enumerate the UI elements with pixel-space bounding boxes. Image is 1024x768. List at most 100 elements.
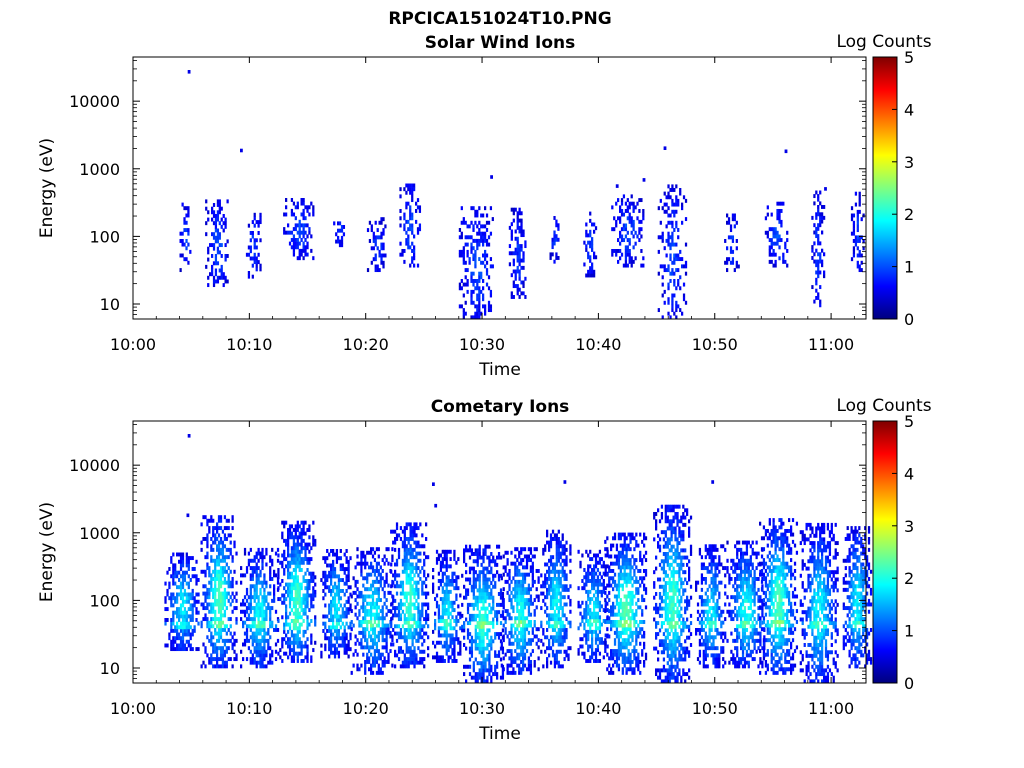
- heatmap-cell: [557, 529, 560, 534]
- heatmap-cell: [179, 628, 183, 633]
- heatmap-cell: [292, 597, 296, 602]
- heatmap-cell: [395, 606, 399, 611]
- heatmap-cell: [673, 260, 676, 265]
- heatmap-cell: [187, 70, 191, 74]
- heatmap-cell: [206, 533, 209, 538]
- heatmap-cell: [482, 293, 485, 298]
- heatmap-cell: [427, 635, 430, 640]
- heatmap-cell: [512, 280, 515, 285]
- heatmap-cell: [458, 304, 462, 309]
- heatmap-cell: [559, 606, 562, 611]
- heatmap-cell: [561, 566, 564, 571]
- heatmap-cell: [397, 624, 401, 629]
- heatmap-cell: [287, 571, 290, 576]
- heatmap-cell: [553, 587, 557, 592]
- heatmap-cell: [302, 629, 305, 634]
- heatmap-cell: [478, 220, 481, 225]
- heatmap-cell: [164, 596, 167, 601]
- heatmap-cell: [563, 577, 566, 581]
- heatmap-cell: [472, 224, 475, 229]
- heatmap-cell: [611, 205, 614, 210]
- heatmap-cell: [296, 520, 299, 525]
- heatmap-cell: [520, 265, 523, 270]
- heatmap-cell: [729, 228, 733, 233]
- heatmap-cell: [622, 194, 626, 199]
- heatmap-cell: [362, 554, 365, 559]
- heatmap-cell: [514, 554, 517, 559]
- heatmap-cell: [332, 574, 335, 579]
- heatmap-cell: [306, 597, 309, 602]
- heatmap-cell: [684, 271, 688, 276]
- heatmap-cell: [663, 209, 666, 214]
- heatmap-cell: [170, 592, 173, 597]
- heatmap-cell: [185, 632, 188, 637]
- heatmap-cell: [563, 587, 566, 592]
- heatmap-cell: [183, 599, 187, 604]
- heatmap-cell: [512, 295, 515, 299]
- heatmap-cell: [172, 628, 175, 633]
- heatmap-cell: [413, 256, 416, 261]
- heatmap-cell: [557, 620, 560, 625]
- heatmap-cell: [484, 206, 487, 211]
- heatmap-cell: [324, 625, 327, 630]
- heatmap-cell: [287, 230, 290, 235]
- heatmap-cell: [449, 582, 452, 587]
- heatmap-cell: [557, 555, 560, 560]
- heatmap-cell: [557, 540, 560, 545]
- heatmap-cell: [482, 675, 485, 680]
- heatmap-cell: [314, 575, 317, 580]
- heatmap-cell: [484, 573, 487, 578]
- heatmap-cell: [518, 609, 521, 614]
- heatmap-cell: [253, 260, 256, 265]
- heatmap-cell: [409, 609, 412, 614]
- heatmap-cell: [294, 564, 297, 569]
- heatmap-cell: [206, 544, 209, 549]
- heatmap-cell: [371, 594, 375, 599]
- heatmap-cell: [523, 663, 527, 668]
- heatmap-cell: [216, 598, 219, 603]
- heatmap-cell: [470, 275, 473, 280]
- heatmap-cell: [451, 637, 454, 642]
- heatmap-cell: [415, 606, 418, 611]
- heatmap-cell: [472, 639, 475, 644]
- heatmap-cell: [285, 597, 288, 602]
- heatmap-cell: [298, 524, 301, 529]
- heatmap-cell: [445, 597, 448, 602]
- heatmap-cell: [235, 620, 238, 625]
- heatmap-cell: [524, 240, 527, 245]
- heatmap-cell: [218, 199, 221, 204]
- heatmap-cell: [657, 249, 660, 254]
- heatmap-cell: [453, 549, 456, 554]
- heatmap-cell: [298, 560, 301, 565]
- heatmap-cell: [223, 609, 227, 614]
- heatmap-cell: [628, 256, 631, 261]
- heatmap-cell: [443, 597, 446, 602]
- heatmap-cell: [533, 554, 536, 559]
- heatmap-cell: [549, 558, 553, 563]
- heatmap-cell: [333, 614, 337, 619]
- heatmap-cell: [443, 589, 446, 594]
- heatmap-cell: [341, 614, 344, 619]
- heatmap-cell: [551, 529, 555, 534]
- heatmap-cell: [484, 257, 487, 262]
- heatmap-cell: [449, 589, 452, 594]
- heatmap-cell: [480, 643, 483, 647]
- heatmap-cell: [468, 657, 472, 662]
- heatmap-cell: [249, 649, 252, 654]
- heatmap-cell: [856, 220, 859, 225]
- heatmap-cell: [681, 202, 684, 207]
- heatmap-cell: [214, 261, 218, 266]
- heatmap-cell: [210, 653, 213, 658]
- heatmap-cell: [478, 304, 481, 309]
- heatmap-cell: [415, 544, 418, 549]
- heatmap-cell: [304, 604, 307, 609]
- heatmap-cell: [296, 629, 299, 634]
- heatmap-cell: [417, 617, 420, 622]
- heatmap-cell: [399, 187, 402, 192]
- heatmap-cell: [405, 664, 408, 669]
- heatmap-cell: [273, 569, 276, 574]
- heatmap-cell: [292, 651, 296, 656]
- heatmap-cell: [333, 599, 337, 604]
- heatmap-cell: [449, 600, 452, 605]
- heatmap-cell: [563, 569, 566, 574]
